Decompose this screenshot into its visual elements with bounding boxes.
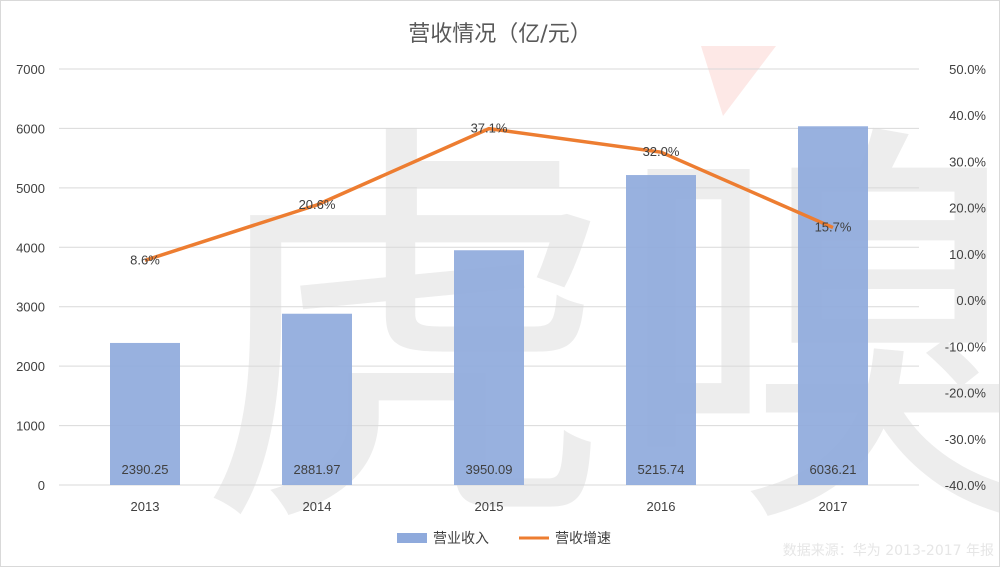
- right-tick-label: 30.0%: [949, 154, 986, 169]
- right-tick-label: 10.0%: [949, 247, 986, 262]
- right-tick-label: 0.0%: [956, 293, 986, 308]
- source-note: 数据来源：华为 2013-2017 年报: [783, 543, 994, 559]
- line-data-labels: 8.6% 20.6% 37.1% 32.0% 15.7%: [130, 121, 852, 268]
- right-tick-label: -20.0%: [945, 386, 987, 401]
- right-tick-label: 40.0%: [949, 108, 986, 123]
- line-data-label: 8.6%: [130, 252, 160, 267]
- bar: [798, 126, 868, 485]
- right-tick-label: 20.0%: [949, 201, 986, 216]
- x-axis-ticks: 2013 2014 2015 2016 2017: [131, 499, 848, 514]
- bar-data-label: 3950.09: [466, 462, 513, 477]
- x-tick-label: 2017: [819, 499, 848, 514]
- left-tick-label: 2000: [16, 359, 45, 374]
- bar: [454, 250, 524, 485]
- bar-data-label: 6036.21: [810, 462, 857, 477]
- right-tick-label: 50.0%: [949, 62, 986, 77]
- left-tick-label: 4000: [16, 240, 45, 255]
- line-data-label: 15.7%: [815, 220, 852, 235]
- x-tick-label: 2014: [303, 499, 332, 514]
- gridlines: [59, 68, 919, 486]
- chart-title: 营收情况（亿/元）: [408, 22, 591, 47]
- left-tick-label: 6000: [16, 121, 45, 136]
- left-axis-ticks: 0 1000 2000 3000 4000 5000 6000 7000: [16, 62, 45, 493]
- bar-data-label: 2390.25: [122, 462, 169, 477]
- bar-data-labels: 2390.25 2881.97 3950.09 5215.74 6036.21: [122, 462, 857, 477]
- right-tick-label: -10.0%: [945, 339, 987, 354]
- line-data-label: 32.0%: [643, 144, 680, 159]
- bar-series: [110, 126, 868, 486]
- left-tick-label: 3000: [16, 300, 45, 315]
- bar: [110, 342, 180, 485]
- left-tick-label: 1000: [16, 419, 45, 434]
- legend-swatch-revenue: [397, 533, 427, 543]
- right-axis-ticks: -40.0% -30.0% -20.0% -10.0% 0.0% 10.0% 20.0% 30…: [945, 62, 987, 493]
- left-tick-label: 0: [38, 478, 45, 493]
- line-series: [144, 126, 834, 263]
- x-tick-label: 2016: [647, 499, 676, 514]
- legend: 营业收入 营收增速: [397, 531, 611, 547]
- x-tick-label: 2013: [131, 499, 160, 514]
- watermark-triangle: [701, 46, 776, 116]
- bar: [626, 175, 696, 486]
- bar-data-label: 5215.74: [638, 462, 685, 477]
- x-tick-label: 2015: [475, 499, 504, 514]
- bar-data-label: 2881.97: [294, 462, 341, 477]
- watermark-layer: 虎嗅: [196, 46, 999, 566]
- right-tick-label: -40.0%: [945, 478, 987, 493]
- line-data-label: 37.1%: [471, 121, 508, 136]
- legend-label-growth: 营收增速: [555, 531, 611, 547]
- left-tick-label: 7000: [16, 62, 45, 77]
- bar: [282, 313, 352, 485]
- left-tick-label: 5000: [16, 181, 45, 196]
- right-tick-label: -30.0%: [945, 432, 987, 447]
- legend-label-revenue: 营业收入: [433, 531, 489, 547]
- line-data-label: 20.6%: [299, 197, 336, 212]
